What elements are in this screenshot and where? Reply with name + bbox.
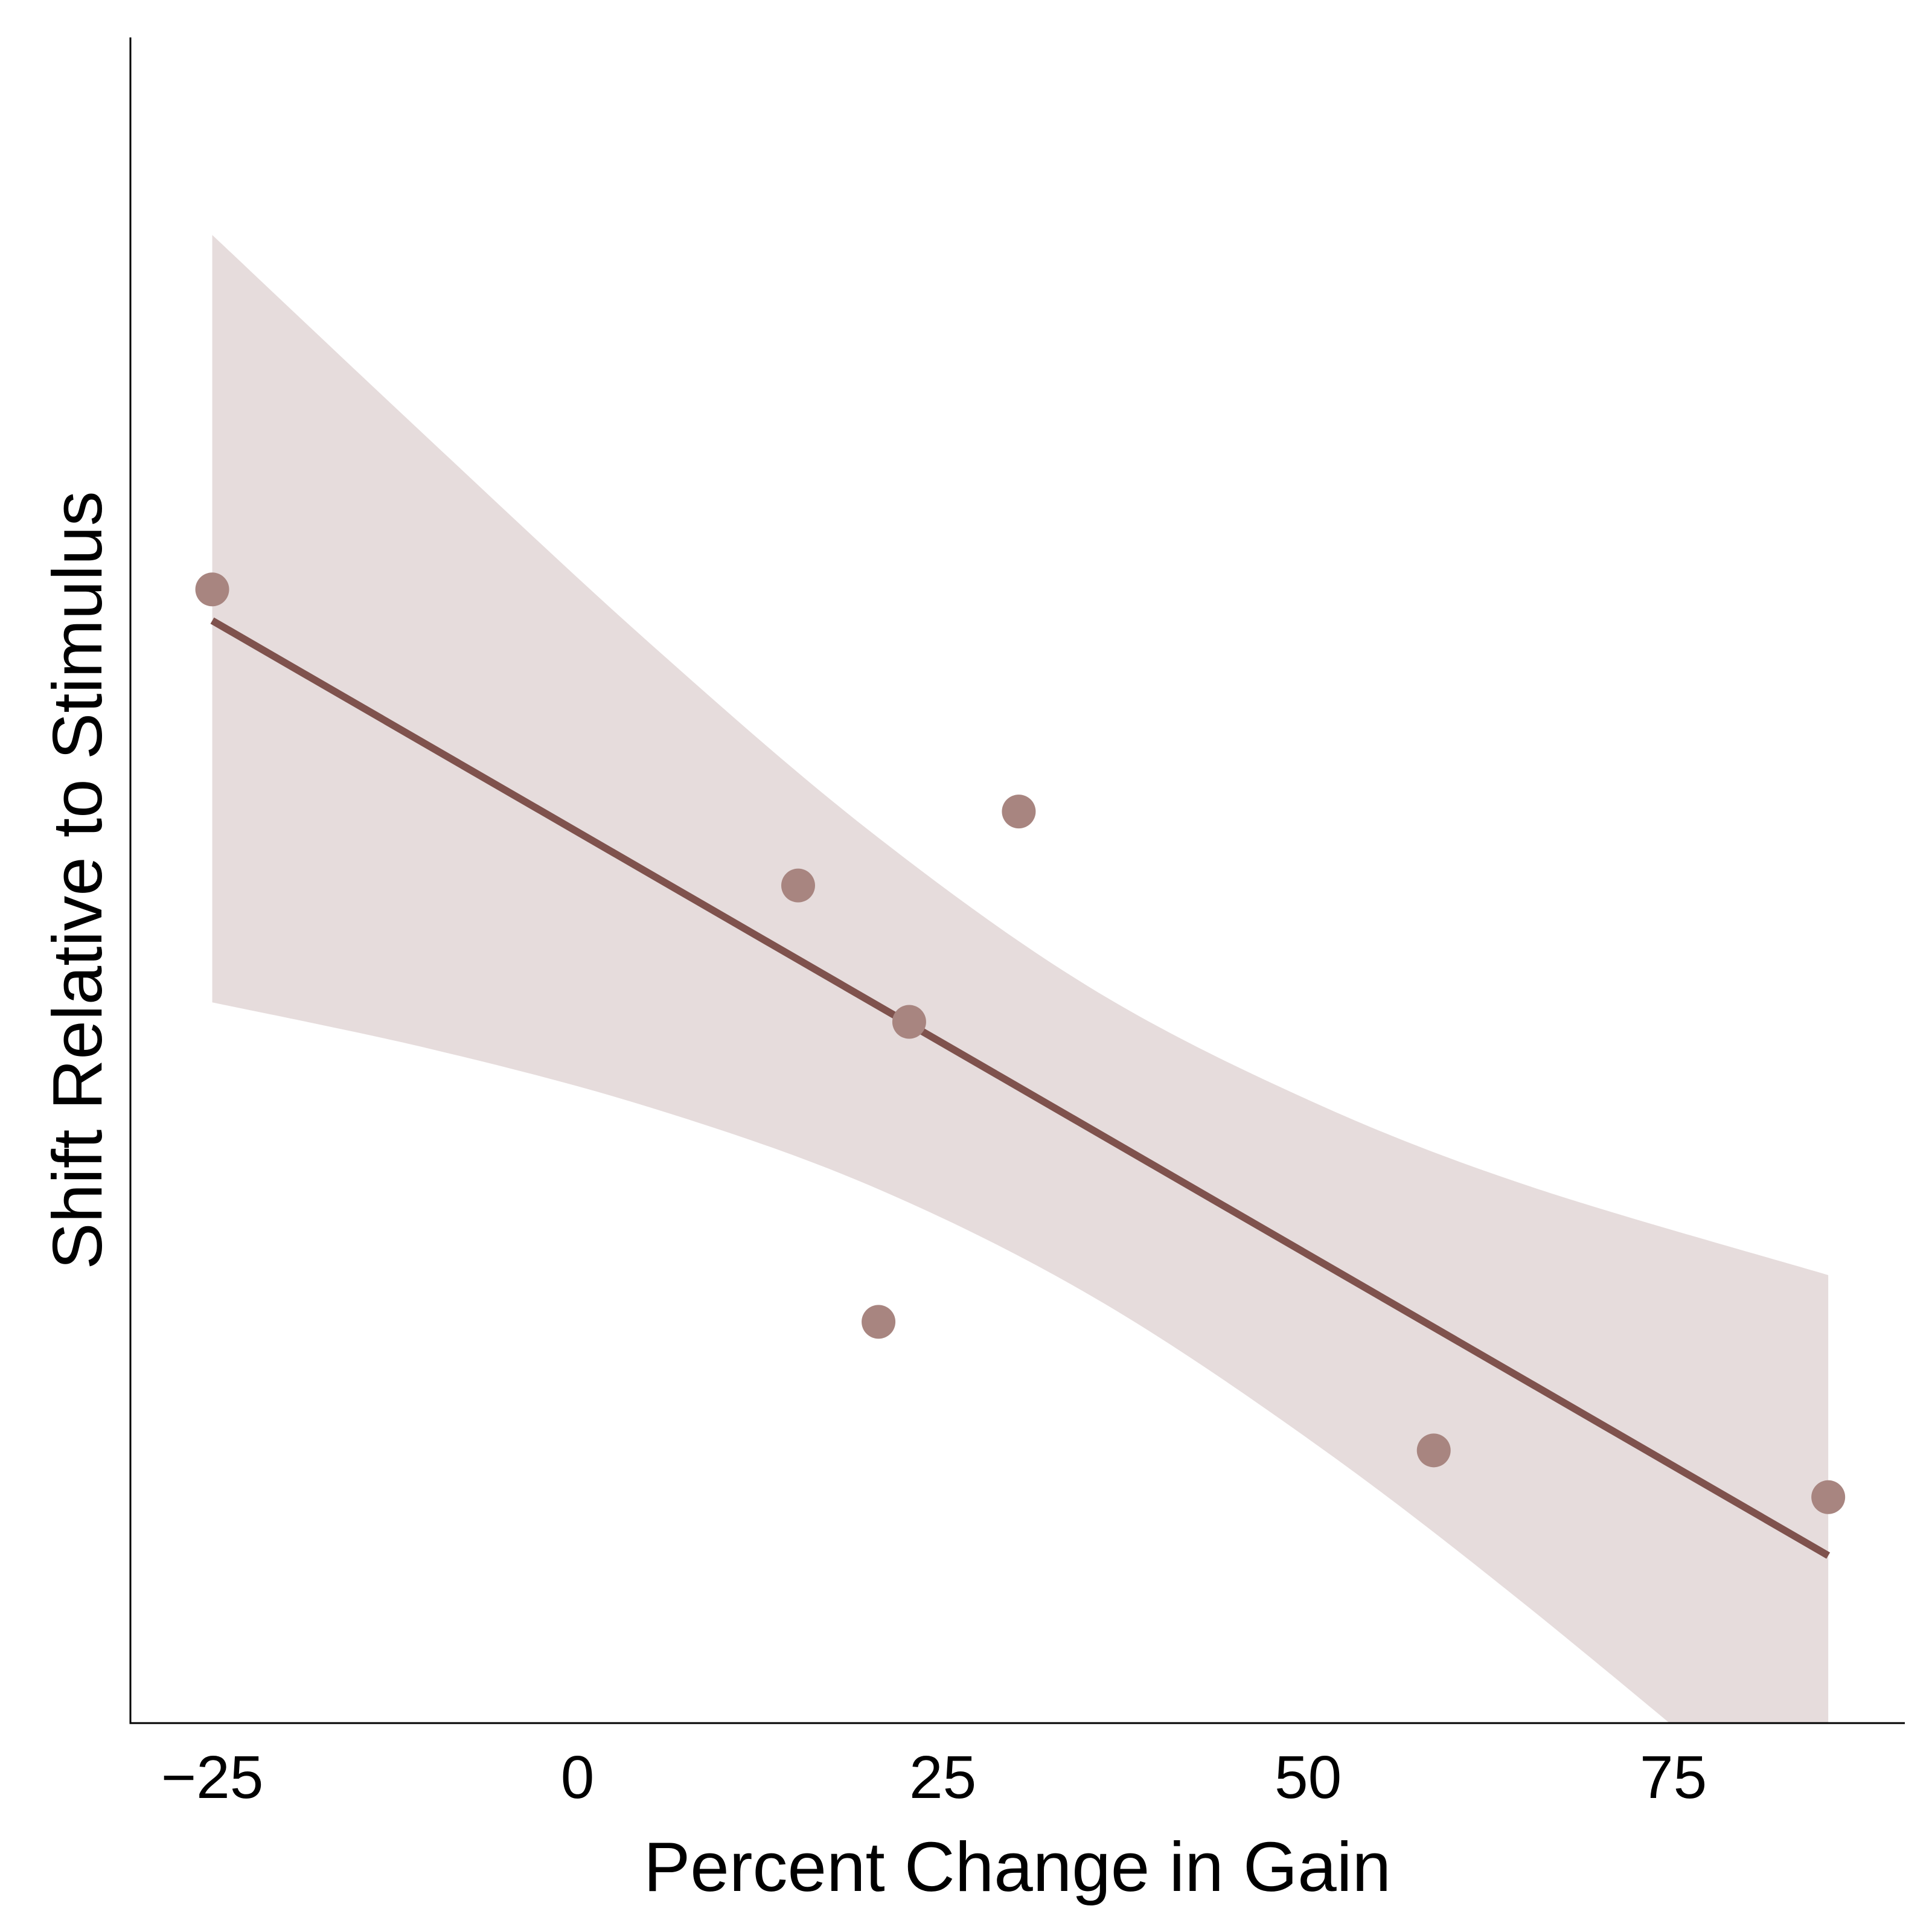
confidence-band — [212, 235, 1829, 1723]
x-tick-label: 75 — [1640, 1744, 1707, 1811]
data-point-5 — [1002, 795, 1036, 829]
data-point-2 — [781, 868, 815, 903]
x-axis-label: Percent Change in Gain — [644, 1828, 1391, 1906]
regression-line — [210, 617, 1831, 1559]
data-point-6 — [1416, 1433, 1451, 1468]
data-point-1 — [195, 572, 229, 607]
plot-area — [210, 235, 1831, 1723]
x-tick-label: 0 — [561, 1744, 595, 1811]
y-axis-label: Shift Relative to Stimulus — [38, 491, 117, 1269]
data-point-7 — [1811, 1480, 1846, 1514]
x-tick-label: 50 — [1275, 1744, 1342, 1811]
data-point-4 — [862, 1305, 896, 1339]
x-tick-label: −25 — [161, 1744, 264, 1811]
data-points — [195, 572, 1846, 1514]
x-tick-labels: −25 0 25 50 75 — [161, 1744, 1707, 1811]
data-point-3 — [892, 1005, 926, 1039]
x-tick-label: 25 — [909, 1744, 976, 1811]
